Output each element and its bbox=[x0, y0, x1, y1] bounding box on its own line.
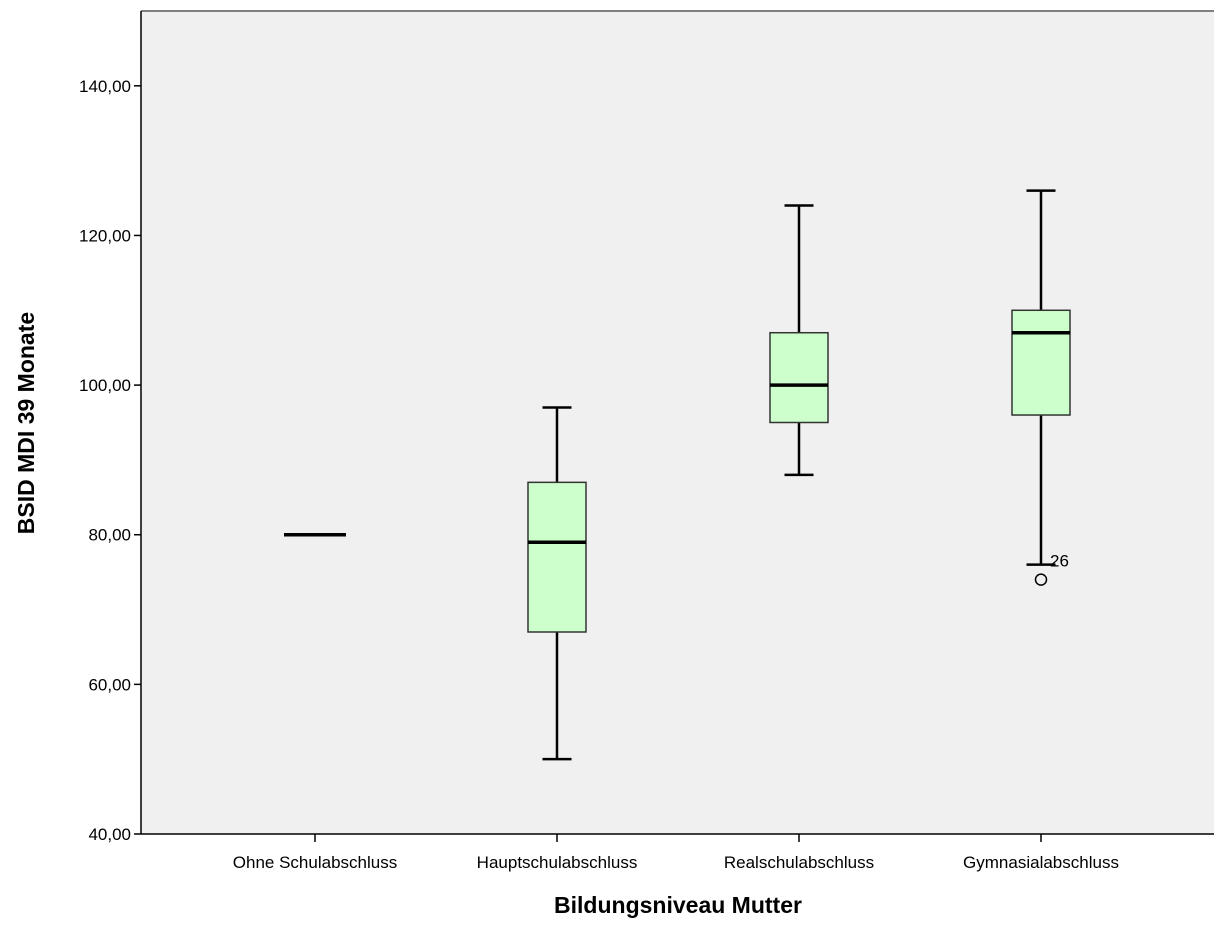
y-axis-title: BSID MDI 39 Monate bbox=[13, 312, 39, 534]
axes-layer: 40,00 60,00 80,00 100,00 120,00 140,00 Ohne Sc… bbox=[79, 10, 1214, 872]
box-group: 26 bbox=[1011, 189, 1071, 586]
outlier-point bbox=[1034, 573, 1048, 586]
plot-background bbox=[141, 11, 1214, 834]
box-group bbox=[769, 204, 829, 477]
x-tick-label: Realschulabschluss bbox=[724, 853, 874, 872]
x-tick-label: Ohne Schulabschluss bbox=[233, 853, 397, 872]
iqr-box bbox=[1011, 309, 1071, 416]
y-tick-label: 80,00 bbox=[88, 526, 131, 545]
y-tick-label: 60,00 bbox=[88, 675, 131, 694]
x-tick-label: Gymnasialabschluss bbox=[963, 853, 1119, 872]
y-tick-label: 120,00 bbox=[79, 226, 131, 245]
box-group bbox=[527, 406, 587, 761]
y-tick-label: 40,00 bbox=[88, 825, 131, 844]
x-axis-title: Bildungsniveau Mutter bbox=[554, 892, 802, 918]
iqr-box bbox=[769, 331, 829, 424]
iqr-box bbox=[527, 481, 587, 633]
outlier-label: 26 bbox=[1050, 552, 1069, 571]
y-tick-label: 100,00 bbox=[79, 376, 131, 395]
y-tick-label: 140,00 bbox=[79, 77, 131, 96]
boxes-layer: 26 bbox=[284, 189, 1071, 761]
x-tick-label: Hauptschulabschluss bbox=[477, 853, 638, 872]
